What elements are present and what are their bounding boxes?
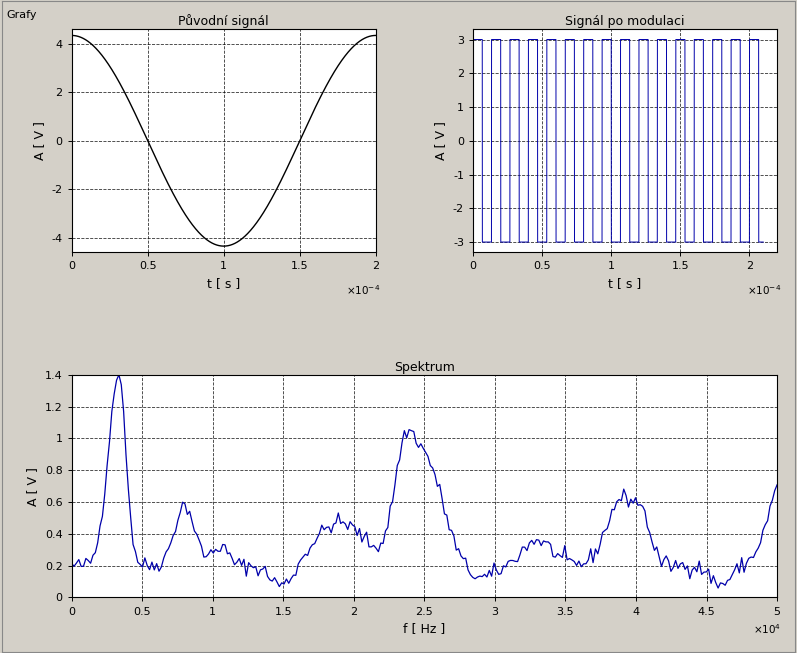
Y-axis label: A [ V ]: A [ V ] <box>26 467 39 505</box>
Text: $\times 10^{-4}$: $\times 10^{-4}$ <box>346 283 380 296</box>
Y-axis label: A [ V ]: A [ V ] <box>33 121 46 160</box>
Text: $\times 10^{-4}$: $\times 10^{-4}$ <box>747 283 781 296</box>
X-axis label: t [ s ]: t [ s ] <box>608 277 642 290</box>
Text: $\times 10^{4}$: $\times 10^{4}$ <box>753 622 781 636</box>
Text: Grafy: Grafy <box>6 10 37 20</box>
Title: Původní signál: Původní signál <box>179 14 269 28</box>
Title: Spektrum: Spektrum <box>394 360 455 374</box>
Title: Signál po modulaci: Signál po modulaci <box>565 15 685 28</box>
X-axis label: f [ Hz ]: f [ Hz ] <box>403 622 446 635</box>
Y-axis label: A [ V ]: A [ V ] <box>434 121 447 160</box>
X-axis label: t [ s ]: t [ s ] <box>207 277 241 290</box>
